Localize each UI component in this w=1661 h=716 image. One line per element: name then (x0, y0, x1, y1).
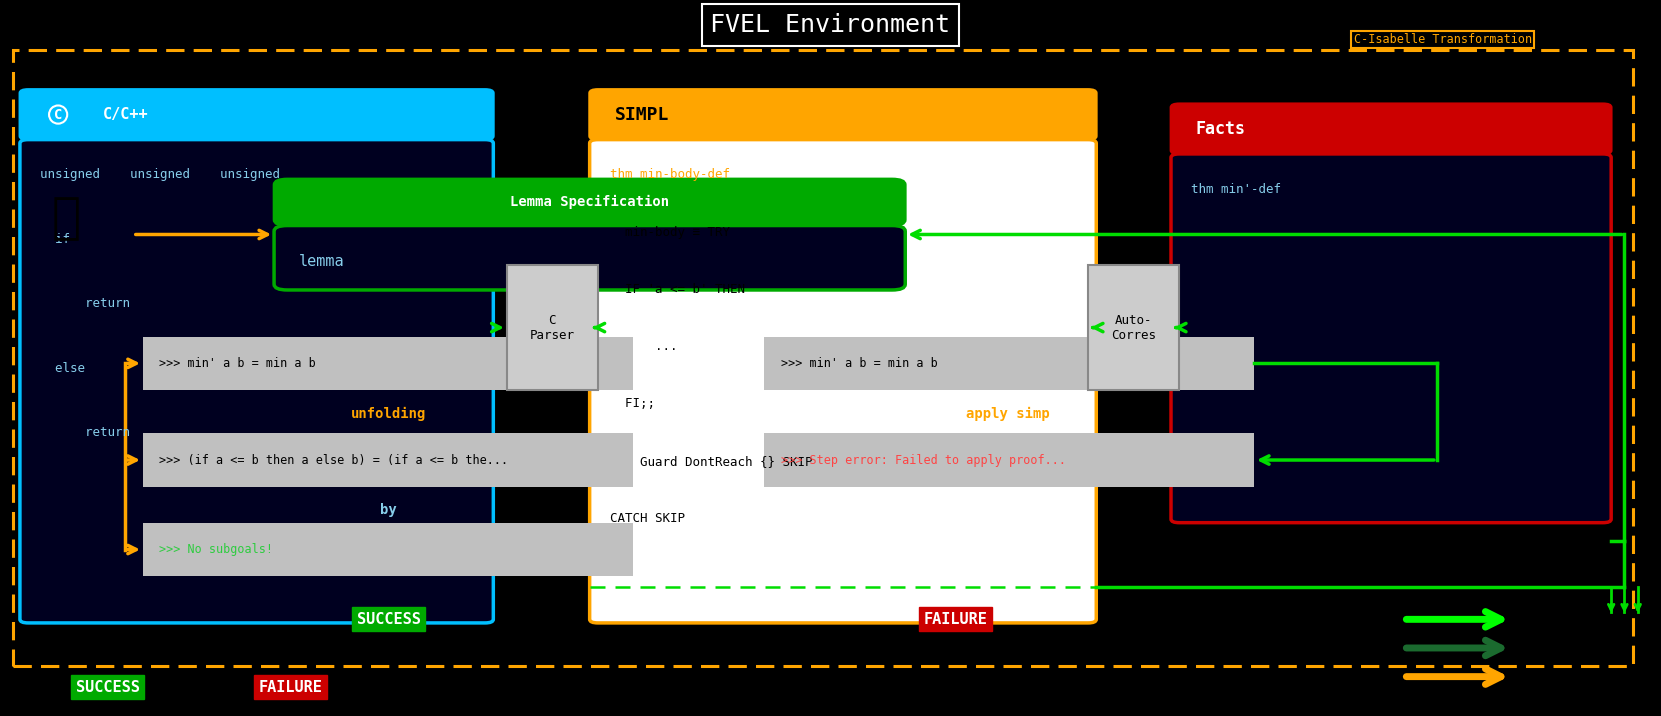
FancyBboxPatch shape (274, 226, 905, 290)
FancyBboxPatch shape (507, 265, 598, 390)
FancyBboxPatch shape (143, 337, 633, 390)
Text: min-body ≡ TRY: min-body ≡ TRY (610, 226, 729, 238)
FancyBboxPatch shape (1088, 265, 1179, 390)
Text: apply simp: apply simp (967, 407, 1050, 421)
Text: C-Isabelle Transformation: C-Isabelle Transformation (1354, 33, 1531, 46)
Text: Auto-
Corres: Auto- Corres (1111, 314, 1156, 342)
FancyBboxPatch shape (1171, 104, 1611, 154)
Text: lemma: lemma (299, 254, 344, 269)
Text: FAILURE: FAILURE (924, 612, 987, 626)
Text: return: return (40, 426, 130, 439)
Text: SUCCESS: SUCCESS (76, 680, 140, 695)
Text: CATCH SKIP: CATCH SKIP (610, 512, 684, 525)
FancyBboxPatch shape (143, 523, 633, 576)
Text: >>> No subgoals!: >>> No subgoals! (159, 543, 274, 556)
Text: thm min'-def: thm min'-def (1191, 183, 1281, 195)
Text: C
Parser: C Parser (530, 314, 575, 342)
Text: unsigned    unsigned    unsigned: unsigned unsigned unsigned (40, 168, 279, 181)
Text: FVEL Environment: FVEL Environment (711, 13, 950, 37)
Text: if: if (40, 233, 70, 246)
Text: unfolding: unfolding (350, 407, 427, 421)
Text: IF 'a <= b' THEN: IF 'a <= b' THEN (610, 283, 744, 296)
FancyBboxPatch shape (143, 433, 633, 487)
Text: else: else (40, 362, 85, 374)
Text: >>> Step error: Failed to apply proof...: >>> Step error: Failed to apply proof... (781, 453, 1066, 467)
FancyBboxPatch shape (764, 337, 1254, 390)
Text: FI;;: FI;; (610, 397, 654, 410)
FancyBboxPatch shape (20, 140, 493, 623)
Text: by: by (380, 503, 397, 517)
Text: >>> min' a b = min a b: >>> min' a b = min a b (781, 357, 937, 370)
Text: C: C (53, 107, 63, 122)
Text: ...: ... (610, 340, 678, 353)
Text: SUCCESS: SUCCESS (357, 612, 420, 626)
Text: FAILURE: FAILURE (259, 680, 322, 695)
Text: 🤖: 🤖 (51, 194, 81, 243)
FancyBboxPatch shape (590, 140, 1096, 623)
Text: SIMPL: SIMPL (615, 105, 669, 124)
FancyBboxPatch shape (274, 179, 905, 226)
Text: C/C++: C/C++ (103, 107, 148, 122)
FancyBboxPatch shape (764, 433, 1254, 487)
Text: Facts: Facts (1196, 120, 1246, 138)
Text: thm min-body-def: thm min-body-def (610, 168, 729, 181)
Text: >>> (if a <= b then a else b) = (if a <= b the...: >>> (if a <= b then a else b) = (if a <=… (159, 453, 508, 467)
Text: >>> min' a b = min a b: >>> min' a b = min a b (159, 357, 316, 370)
Text: Guard DontReach {} SKIP: Guard DontReach {} SKIP (610, 455, 812, 468)
Text: return: return (40, 297, 130, 310)
FancyBboxPatch shape (20, 90, 493, 140)
FancyBboxPatch shape (1171, 154, 1611, 523)
Text: Lemma Specification: Lemma Specification (510, 195, 669, 209)
FancyBboxPatch shape (590, 90, 1096, 140)
